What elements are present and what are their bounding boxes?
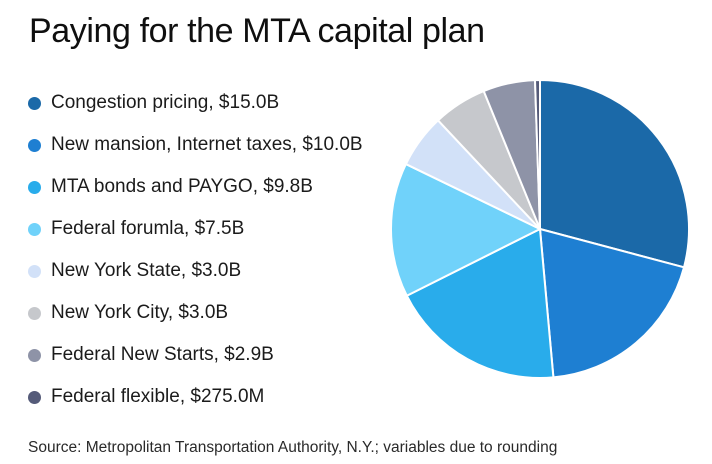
legend-item: Federal forumla, $7.5B — [28, 208, 363, 250]
legend-swatch-icon — [28, 138, 41, 152]
legend-item: New mansion, Internet taxes, $10.0B — [28, 124, 363, 166]
legend-item: Federal flexible, $275.0M — [28, 376, 363, 418]
legend-swatch-icon — [28, 96, 41, 110]
legend-label: New mansion, Internet taxes, $10.0B — [51, 134, 363, 155]
legend-swatch-icon — [28, 390, 41, 404]
legend-label: Federal flexible, $275.0M — [51, 386, 265, 407]
legend-label: MTA bonds and PAYGO, $9.8B — [51, 176, 313, 197]
legend-item: Federal New Starts, $2.9B — [28, 334, 363, 376]
legend-swatch-icon — [28, 180, 41, 194]
legend-label: New York State, $3.0B — [51, 260, 242, 281]
pie-chart — [390, 78, 690, 379]
pie-slice — [534, 78, 541, 230]
legend-label: Federal forumla, $7.5B — [51, 218, 245, 239]
pie-slice — [390, 163, 541, 297]
legend-swatch-icon — [28, 348, 41, 362]
legend-item: MTA bonds and PAYGO, $9.8B — [28, 166, 363, 208]
pie-slice — [539, 79, 690, 269]
source-note: Source: Metropolitan Transportation Auth… — [28, 439, 558, 456]
legend-item: New York State, $3.0B — [28, 250, 363, 292]
chart-title: Paying for the MTA capital plan — [29, 12, 485, 50]
legend-swatch-icon — [28, 306, 41, 320]
legend-swatch-icon — [28, 222, 41, 236]
pie-slice — [405, 228, 555, 379]
legend-item: Congestion pricing, $15.0B — [28, 82, 363, 124]
legend-swatch-icon — [28, 264, 41, 278]
legend-label: Congestion pricing, $15.0B — [51, 92, 280, 113]
legend-label: New York City, $3.0B — [51, 302, 229, 323]
pie-slice — [539, 228, 685, 379]
pie-legend: Congestion pricing, $15.0B New mansion, I… — [28, 82, 363, 418]
legend-item: New York City, $3.0B — [28, 292, 363, 334]
legend-label: Federal New Starts, $2.9B — [51, 344, 274, 365]
